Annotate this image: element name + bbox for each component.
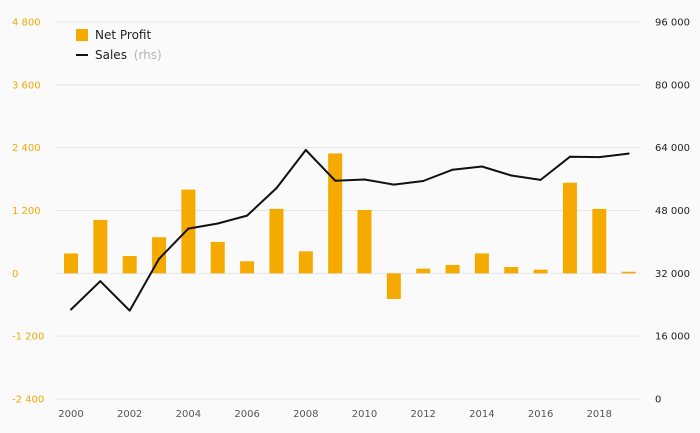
- bar-net-profit: [240, 261, 255, 274]
- left-axis-ticks: -2 400 -1 200 0 1 200 2 400 3 600 4 800: [12, 18, 44, 406]
- x-tick-label: 2018: [587, 409, 612, 420]
- sales-line: [70, 149, 629, 312]
- sales-point: [70, 308, 72, 311]
- x-tick-label: 2002: [117, 409, 142, 420]
- x-tick-label: 2004: [176, 409, 201, 420]
- x-tick-label: 2014: [469, 409, 494, 420]
- right-tick-label: 96 000: [655, 18, 690, 29]
- left-tick-label: 3 600: [12, 80, 41, 91]
- right-axis-ticks: 0 16 000 32 000 48 000 64 000 80 000 96 000: [655, 18, 690, 406]
- sales-point: [598, 156, 601, 159]
- bar-net-profit: [533, 269, 548, 274]
- bar-net-profit: [562, 182, 577, 274]
- right-tick-label: 48 000: [655, 206, 690, 217]
- bar-net-profit: [328, 153, 343, 274]
- sales-point: [128, 309, 131, 312]
- legend-sales-text: Sales (rhs): [95, 48, 162, 62]
- x-axis-ticks: 2000 2002 2004 2006 2008 2010 2012 2014 2016 2018: [58, 409, 612, 420]
- sales-point: [99, 280, 102, 283]
- right-tick-label: 64 000: [655, 143, 690, 154]
- sales-point: [187, 227, 190, 230]
- sales-point: [451, 168, 454, 171]
- left-tick-label: 2 400: [12, 143, 41, 154]
- bar-net-profit: [93, 219, 108, 274]
- sales-point: [275, 187, 278, 190]
- left-tick-label: 4 800: [12, 18, 41, 29]
- net-profit-bars: [64, 153, 636, 299]
- bar-net-profit: [474, 253, 489, 274]
- bar-net-profit: [621, 271, 636, 274]
- right-tick-label: 0: [655, 395, 661, 406]
- sales-point: [246, 214, 249, 217]
- sales-point: [539, 178, 542, 181]
- right-tick-label: 80 000: [655, 80, 690, 91]
- x-tick-label: 2000: [58, 409, 83, 420]
- sales-point: [392, 183, 395, 186]
- gridlines: [56, 21, 641, 400]
- bar-net-profit: [122, 256, 137, 274]
- legend: Net Profit Sales (rhs): [76, 28, 162, 62]
- sales-point: [422, 180, 425, 183]
- sales-point: [480, 165, 483, 168]
- right-tick-label: 16 000: [655, 332, 690, 343]
- sales-line-layer: [70, 149, 630, 312]
- x-tick-label: 2012: [410, 409, 435, 420]
- x-tick-label: 2016: [528, 409, 553, 420]
- bar-net-profit: [416, 268, 431, 274]
- x-tick-label: 2010: [352, 409, 377, 420]
- bar-net-profit: [269, 208, 284, 274]
- legend-net-profit-swatch: [76, 29, 88, 41]
- bar-net-profit: [592, 208, 607, 274]
- left-tick-label: -1 200: [12, 332, 44, 343]
- sales-point: [158, 257, 161, 260]
- sales-point: [304, 149, 307, 152]
- x-tick-label: 2006: [234, 409, 259, 420]
- sales-point: [568, 155, 571, 158]
- right-tick-label: 32 000: [655, 269, 690, 280]
- legend-sales-label: Sales: [95, 48, 127, 62]
- sales-point: [627, 152, 630, 155]
- bar-net-profit: [504, 267, 519, 274]
- legend-net-profit-label: Net Profit: [95, 28, 151, 42]
- left-tick-label: -2 400: [12, 395, 44, 406]
- left-tick-label: 0: [12, 269, 18, 280]
- bar-net-profit: [64, 253, 78, 274]
- bar-net-profit: [181, 189, 196, 274]
- sales-point: [510, 174, 513, 177]
- x-tick-label: 2008: [293, 409, 318, 420]
- sales-point: [334, 179, 337, 182]
- bar-net-profit: [386, 273, 401, 299]
- bar-net-profit: [210, 241, 225, 274]
- sales-point: [363, 178, 366, 181]
- bar-net-profit: [445, 264, 460, 274]
- legend-sales-sublabel: (rhs): [134, 48, 162, 62]
- bar-net-profit: [298, 251, 313, 274]
- bar-net-profit: [357, 209, 372, 274]
- sales-point: [216, 222, 219, 225]
- left-tick-label: 1 200: [12, 206, 41, 217]
